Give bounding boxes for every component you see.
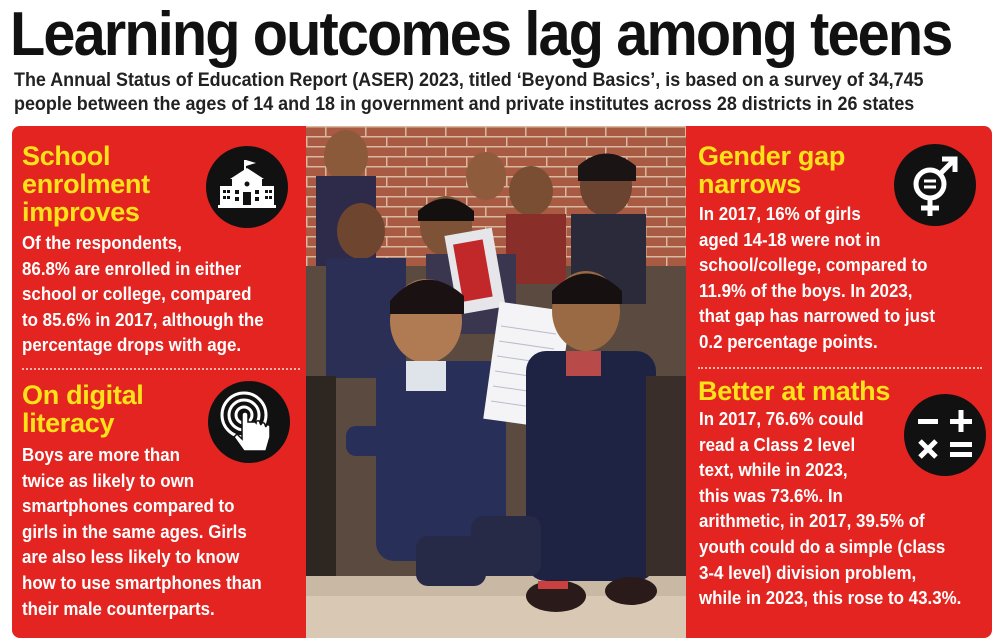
gender-heading: Gender gap narrows (698, 141, 846, 199)
maths-heading: Better at maths (698, 376, 891, 406)
digital-heading: On digital literacy (22, 380, 144, 438)
subtitle-line: people between the ages of 14 and 18 in … (14, 93, 915, 115)
page-title: Learning outcomes lag among teens (10, 0, 953, 69)
section-divider (22, 368, 300, 370)
subtitle-line: The Annual Status of Education Report (A… (14, 69, 924, 91)
math-operators-icon (904, 394, 986, 476)
touch-tap-icon (208, 381, 290, 463)
subtitle: The Annual Status of Education Report (A… (14, 68, 994, 116)
gender-symbol-icon (894, 144, 976, 226)
digital-body: Boys are more than twice as likely to ow… (22, 445, 262, 619)
maths-body: In 2017, 76.6% could read a Class 2 leve… (699, 409, 962, 609)
enrolment-body: Of the respondents, 86.8% are enrolled i… (22, 233, 264, 356)
school-building-icon (206, 146, 288, 228)
students-photo (306, 126, 688, 638)
section-divider (698, 367, 982, 369)
gender-body: In 2017, 16% of girls aged 14-18 were no… (699, 204, 935, 352)
enrolment-heading: School enrolment improves (22, 141, 150, 227)
